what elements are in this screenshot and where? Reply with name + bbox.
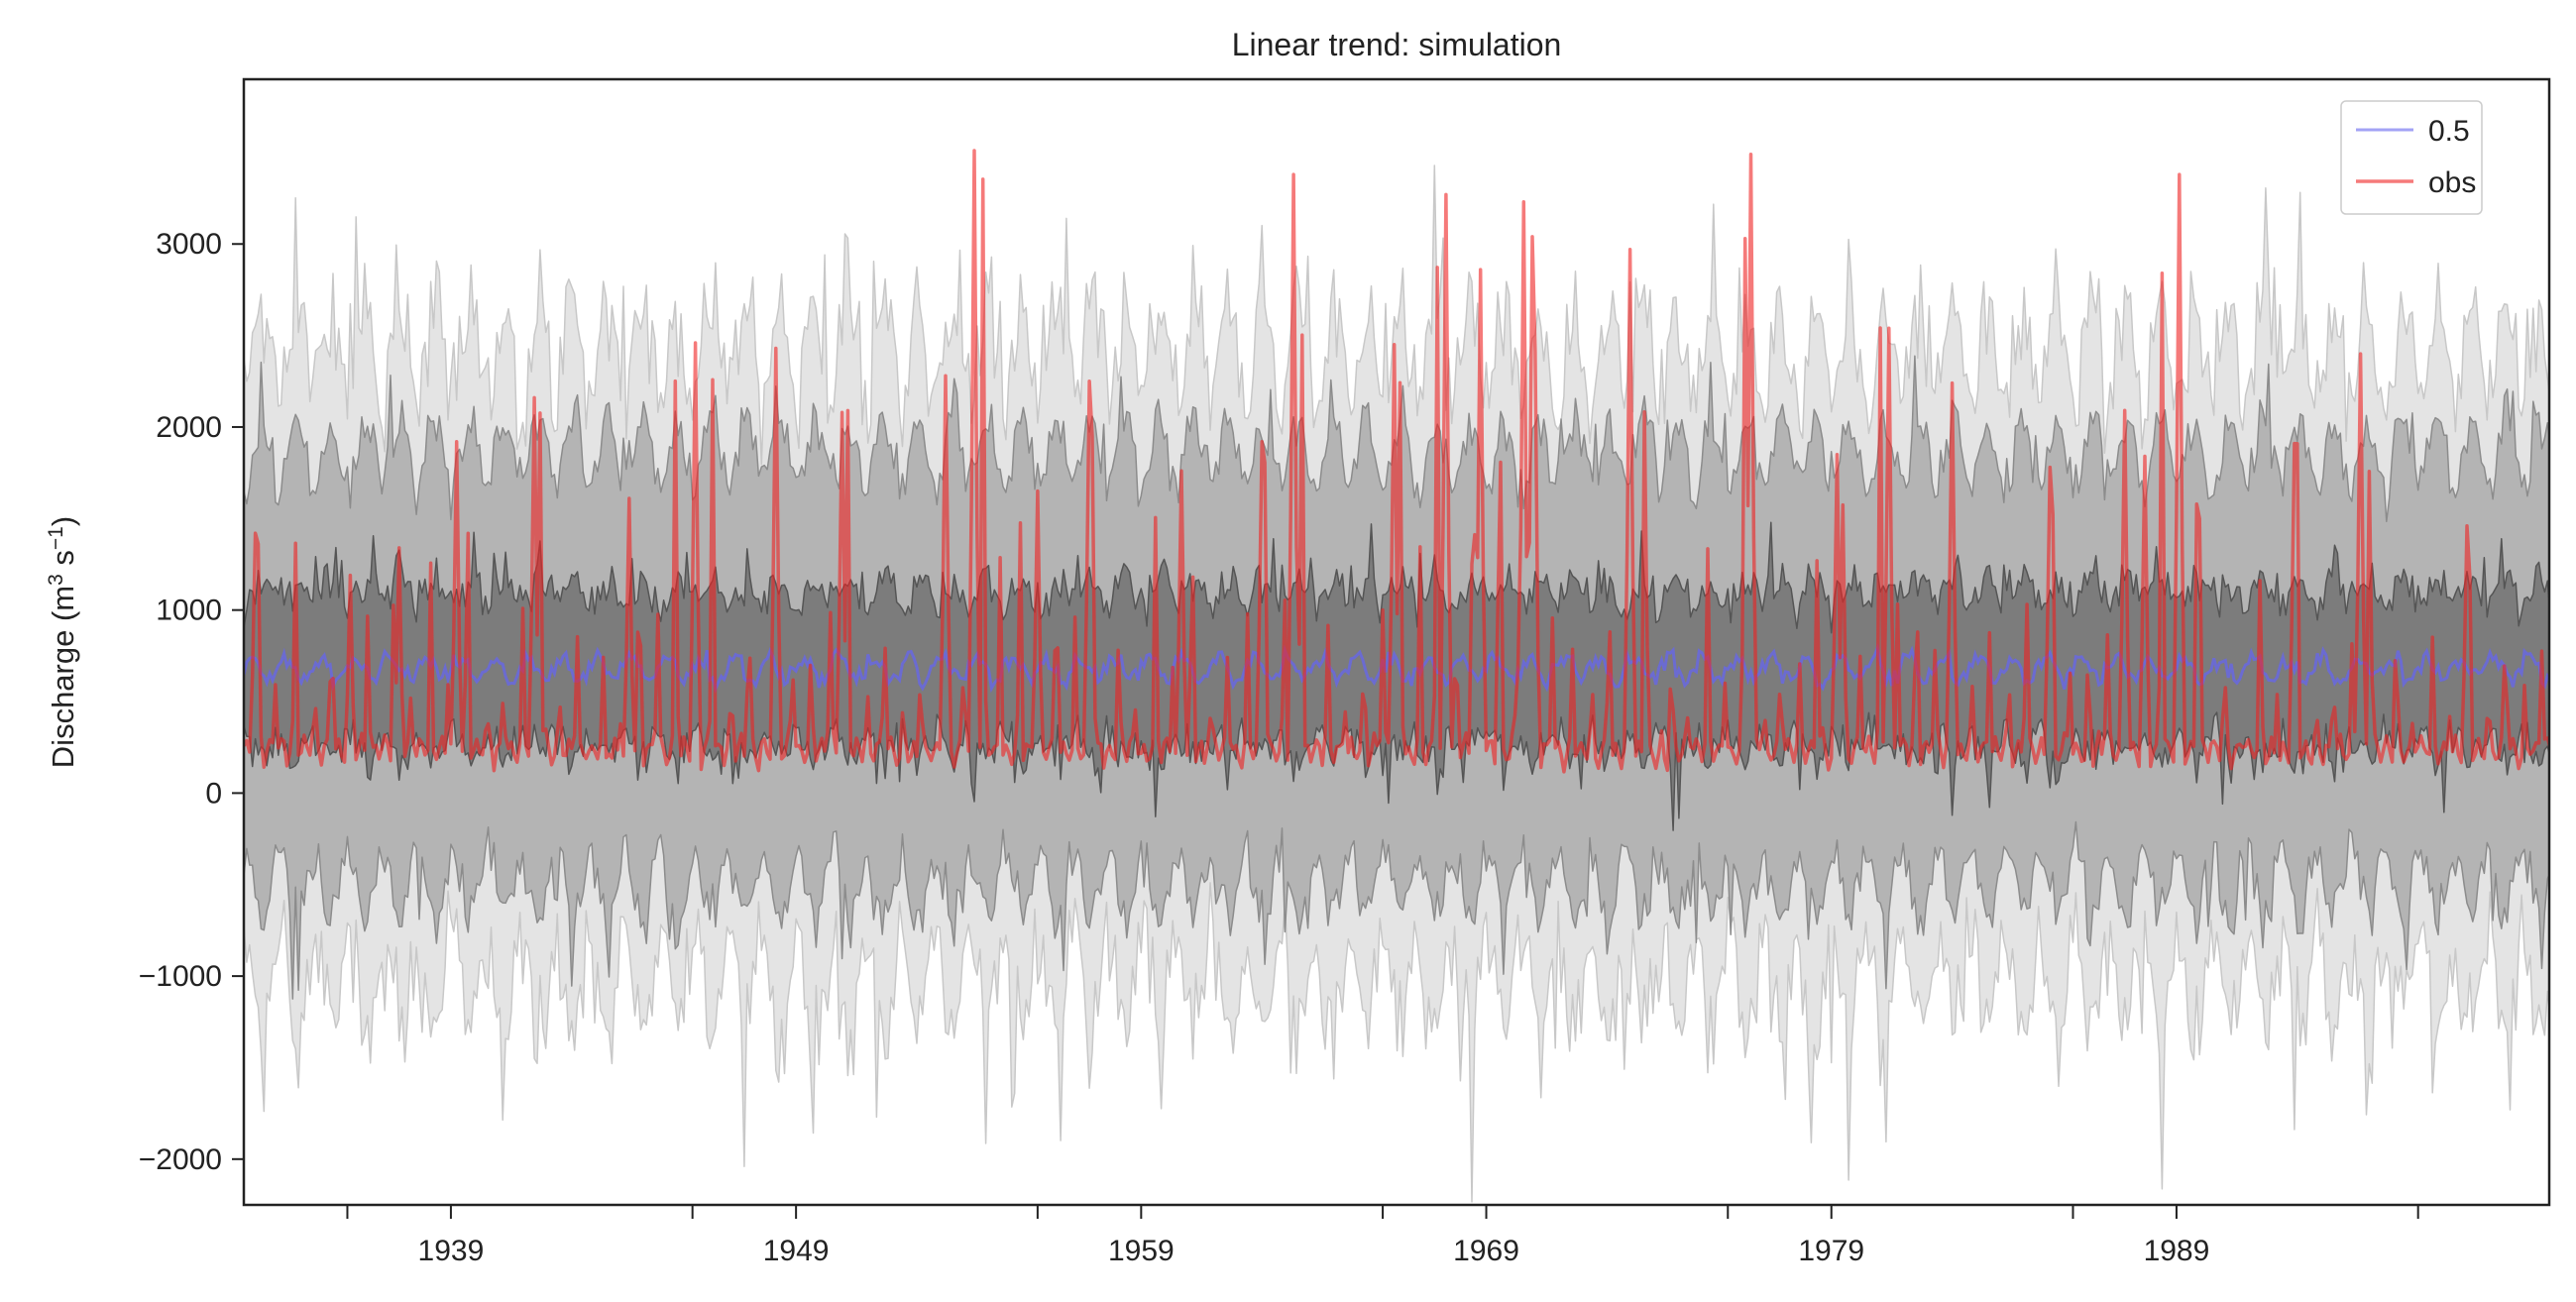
uncertainty-bands bbox=[244, 164, 2549, 1203]
x-tick-label: 1979 bbox=[1798, 1235, 1864, 1267]
axes bbox=[242, 77, 2551, 1207]
tick-labels: −2000 −1000 0 1000 2000 3000 1939 1949 1959 1969 1… bbox=[139, 228, 2419, 1267]
line-obs bbox=[244, 149, 2549, 774]
y-tick-label: −1000 bbox=[139, 960, 222, 993]
y-axis-label-unit: s bbox=[46, 550, 80, 574]
x-tick-label: 1959 bbox=[1108, 1235, 1175, 1267]
y-axis-label-sup-neg1: −1 bbox=[45, 526, 67, 550]
legend-label-median: 0.5 bbox=[2428, 115, 2470, 148]
chart-title: Linear trend: simulation bbox=[1232, 27, 1562, 62]
band-50 bbox=[244, 521, 2549, 831]
y-axis-label-sup-3: 3 bbox=[45, 574, 67, 586]
legend-label-obs: obs bbox=[2428, 166, 2476, 199]
x-tick-label: 1939 bbox=[418, 1235, 485, 1267]
y-axis-label-close: ) bbox=[46, 516, 80, 526]
x-tick-label: 1969 bbox=[1453, 1235, 1519, 1267]
y-tick-label: −2000 bbox=[139, 1143, 222, 1176]
y-tick-label: 3000 bbox=[156, 228, 222, 261]
plot-frame bbox=[242, 77, 2551, 1207]
x-tick-label: 1949 bbox=[763, 1235, 830, 1267]
series-lines bbox=[244, 149, 2549, 774]
y-tick-label: 0 bbox=[205, 777, 222, 810]
y-axis-label-main: Discharge (m bbox=[46, 586, 80, 768]
legend: 0.5 obs bbox=[2340, 100, 2483, 215]
y-tick-label: 2000 bbox=[156, 411, 222, 444]
y-tick-label: 1000 bbox=[156, 595, 222, 627]
x-tick-label: 1989 bbox=[2144, 1235, 2210, 1267]
y-axis-label: Discharge (m3 s−1) bbox=[45, 516, 81, 768]
